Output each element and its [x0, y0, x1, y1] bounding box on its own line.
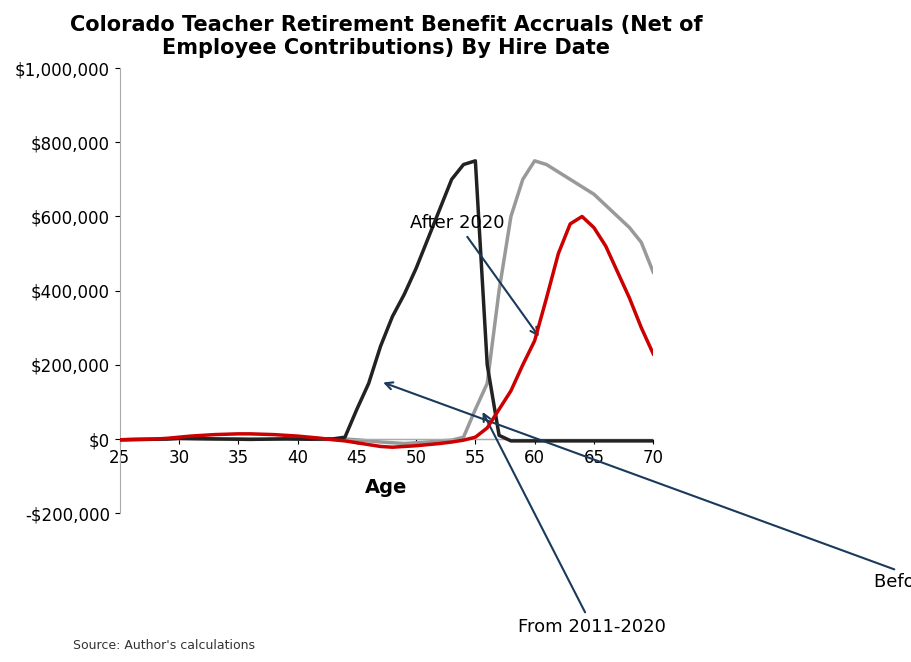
Text: From 2011-2020: From 2011-2020 [484, 414, 666, 636]
Title: Colorado Teacher Retirement Benefit Accruals (Net of
Employee Contributions) By : Colorado Teacher Retirement Benefit Accr… [70, 15, 702, 58]
X-axis label: Age: Age [365, 478, 407, 497]
Text: After 2020: After 2020 [410, 214, 537, 335]
Text: Before 2011: Before 2011 [385, 383, 911, 591]
Text: Source: Author's calculations: Source: Author's calculations [73, 639, 255, 652]
